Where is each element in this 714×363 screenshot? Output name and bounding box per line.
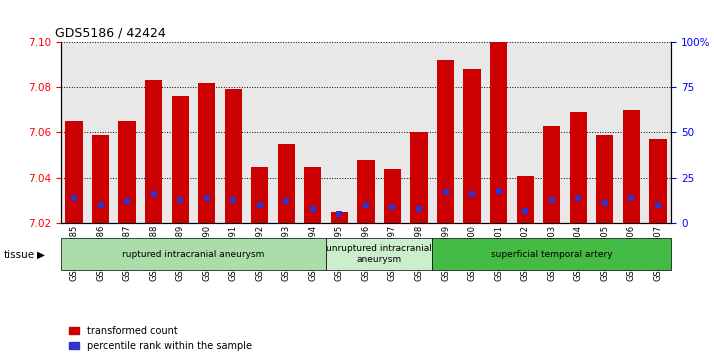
- Point: [333, 211, 345, 217]
- Bar: [331, 212, 348, 223]
- Bar: [66, 121, 83, 223]
- Point: [466, 191, 478, 197]
- Bar: [92, 135, 109, 223]
- Point: [69, 195, 80, 201]
- Bar: [357, 160, 375, 223]
- Point: [360, 202, 371, 208]
- Bar: [198, 82, 216, 223]
- Bar: [596, 135, 613, 223]
- Point: [493, 188, 504, 193]
- FancyBboxPatch shape: [432, 238, 671, 270]
- Point: [307, 206, 318, 212]
- Bar: [145, 80, 162, 223]
- Text: superficial temporal artery: superficial temporal artery: [491, 250, 613, 258]
- Text: ▶: ▶: [37, 250, 45, 260]
- Bar: [225, 89, 242, 223]
- Bar: [411, 132, 428, 223]
- Point: [281, 199, 292, 204]
- Legend: transformed count, percentile rank within the sample: transformed count, percentile rank withi…: [66, 322, 256, 355]
- Bar: [171, 96, 188, 223]
- Bar: [623, 110, 640, 223]
- Point: [599, 200, 610, 206]
- Bar: [463, 69, 481, 223]
- FancyBboxPatch shape: [61, 238, 326, 270]
- FancyBboxPatch shape: [326, 238, 432, 270]
- Bar: [251, 167, 268, 223]
- Bar: [649, 139, 666, 223]
- Point: [387, 204, 398, 210]
- Point: [652, 202, 663, 208]
- Point: [413, 206, 425, 212]
- Point: [573, 195, 584, 201]
- Point: [254, 202, 266, 208]
- Bar: [304, 167, 321, 223]
- Point: [121, 199, 133, 204]
- Point: [228, 197, 239, 203]
- Text: ruptured intracranial aneurysm: ruptured intracranial aneurysm: [122, 250, 265, 258]
- Point: [440, 189, 451, 195]
- Bar: [384, 169, 401, 223]
- Text: tissue: tissue: [4, 250, 35, 260]
- Bar: [119, 121, 136, 223]
- Bar: [490, 42, 507, 223]
- Text: GDS5186 / 42424: GDS5186 / 42424: [54, 26, 166, 39]
- Bar: [516, 176, 534, 223]
- Point: [546, 197, 558, 203]
- Point: [625, 195, 637, 201]
- Point: [520, 208, 531, 213]
- Point: [174, 197, 186, 203]
- Point: [95, 202, 106, 208]
- Bar: [278, 144, 295, 223]
- Bar: [570, 112, 587, 223]
- Point: [201, 195, 212, 201]
- Bar: [543, 126, 560, 223]
- Bar: [437, 60, 454, 223]
- Text: unruptured intracranial
aneurysm: unruptured intracranial aneurysm: [326, 244, 432, 264]
- Point: [148, 191, 159, 197]
